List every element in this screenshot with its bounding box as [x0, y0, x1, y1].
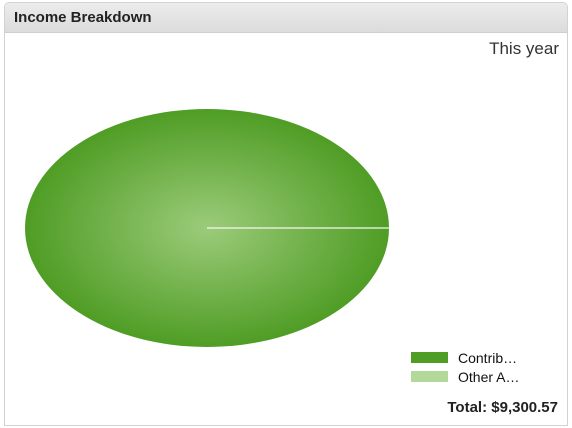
legend-item-2: Other A…	[411, 367, 519, 386]
pie-chart	[25, 109, 389, 347]
legend-label: Other A…	[458, 368, 520, 385]
legend-swatch	[411, 352, 448, 363]
period-label: This year	[489, 39, 559, 58]
legend-swatch	[411, 371, 448, 382]
legend-item-1: Contrib…	[411, 348, 519, 367]
legend-label: Contrib…	[458, 349, 518, 366]
total-amount: Total: $9,300.57	[447, 399, 558, 416]
income-breakdown-widget: Income Breakdown This year Contrib… Other…	[4, 2, 568, 426]
widget-title: Income Breakdown	[14, 9, 152, 26]
widget-header: Income Breakdown	[5, 3, 567, 33]
chart-legend: Contrib… Other A…	[411, 348, 519, 386]
